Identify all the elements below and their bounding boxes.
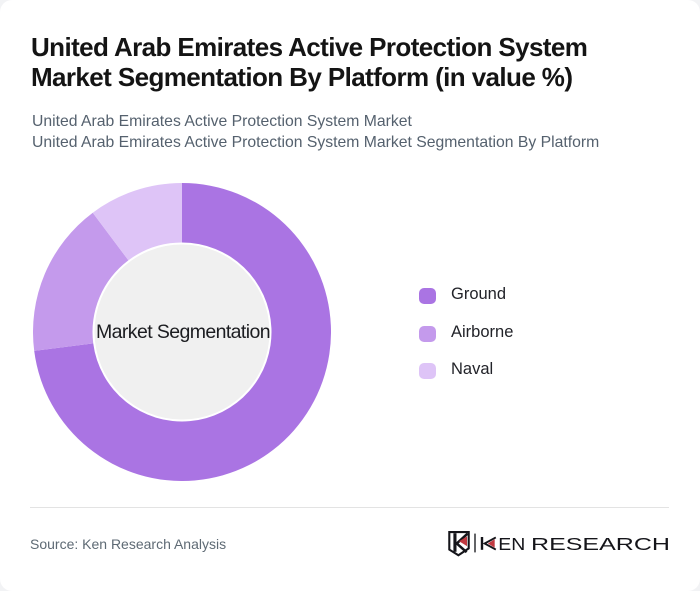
svg-text:RESEARCH: RESEARCH bbox=[531, 534, 670, 554]
svg-text:EN: EN bbox=[498, 534, 525, 554]
